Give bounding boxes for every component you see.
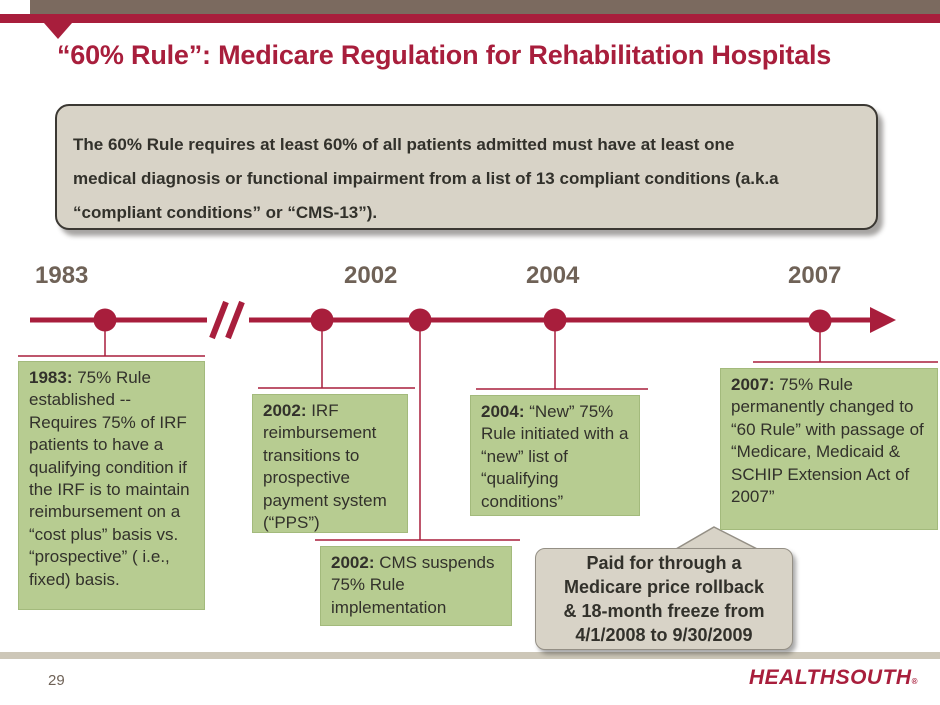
event-box-2002-cms-text: CMS suspends 75% Rule implementation xyxy=(331,553,495,617)
event-box-2007-text: 75% Rule permanently changed to “60 Rule… xyxy=(731,375,924,507)
footer-divider-band xyxy=(0,652,940,659)
timeline-dot-2002b xyxy=(408,308,432,332)
healthsouth-logo: HEALTHSOUTH® xyxy=(749,666,918,690)
event-box-2004-text: “New” 75% Rule initiated with a “new” li… xyxy=(481,402,629,511)
event-box-2007: 2007: 75% Rule permanently changed to “6… xyxy=(720,368,938,530)
year-label-1983: 1983 xyxy=(35,262,89,289)
year-label-2004: 2004 xyxy=(526,262,580,289)
timeline-break-slash-1 xyxy=(209,300,229,340)
rule-summary-box: The 60% Rule requires at least 60% of al… xyxy=(55,104,878,230)
funding-callout-line-2: Medicare price rollback xyxy=(563,577,765,597)
year-label-2007: 2007 xyxy=(788,262,842,289)
event-box-1983: 1983: 75% Rule established -- Requires 7… xyxy=(18,361,205,610)
rule-summary-line-2: medical diagnosis or functional impairme… xyxy=(73,169,779,188)
event-box-1983-year: 1983: xyxy=(29,368,73,387)
funding-callout-line-1: Paid for through a xyxy=(586,553,742,573)
header-triangle-marker xyxy=(44,23,72,39)
rule-summary-line-1: The 60% Rule requires at least 60% of al… xyxy=(73,135,735,154)
year-label-2002: 2002 xyxy=(344,262,398,289)
event-box-2002-pps-text: IRF reimbursement transitions to prospec… xyxy=(263,401,387,533)
healthsouth-logo-text: HEALTHSOUTH xyxy=(748,666,912,689)
timeline-dot-2002a xyxy=(310,308,334,332)
funding-callout-bubble: Paid for through a Medicare price rollba… xyxy=(535,548,793,650)
timeline-break-slash-2 xyxy=(225,300,245,340)
event-box-2002-cms: 2002: CMS suspends 75% Rule implementati… xyxy=(320,546,512,626)
event-box-2002-cms-year: 2002: xyxy=(331,553,375,572)
event-box-1983-text: 75% Rule established -- Requires 75% of … xyxy=(29,368,190,589)
timeline-arrowhead xyxy=(870,307,896,333)
event-box-2007-year: 2007: xyxy=(731,375,775,394)
event-box-2004-year: 2004: xyxy=(481,402,525,421)
timeline-dot-1983 xyxy=(93,308,117,332)
header-crimson-bar xyxy=(0,14,940,23)
slide-title: “60% Rule”: Medicare Regulation for Reha… xyxy=(57,40,832,70)
page-number: 29 xyxy=(48,672,65,689)
funding-callout-line-4: 4/1/2008 to 9/30/2009 xyxy=(575,625,753,645)
registered-trademark-icon: ® xyxy=(911,677,918,686)
event-box-2004: 2004: “New” 75% Rule initiated with a “n… xyxy=(470,395,640,516)
event-box-2002-pps-year: 2002: xyxy=(263,401,307,420)
event-box-2002-pps: 2002: IRF reimbursement transitions to p… xyxy=(252,394,408,533)
timeline-dot-2004 xyxy=(543,308,567,332)
timeline-dot-2007 xyxy=(808,309,832,333)
funding-callout-line-3: & 18-month freeze from xyxy=(563,601,765,621)
rule-summary-line-3: “compliant conditions” or “CMS-13”). xyxy=(73,203,378,222)
header-brown-bar xyxy=(30,0,940,14)
